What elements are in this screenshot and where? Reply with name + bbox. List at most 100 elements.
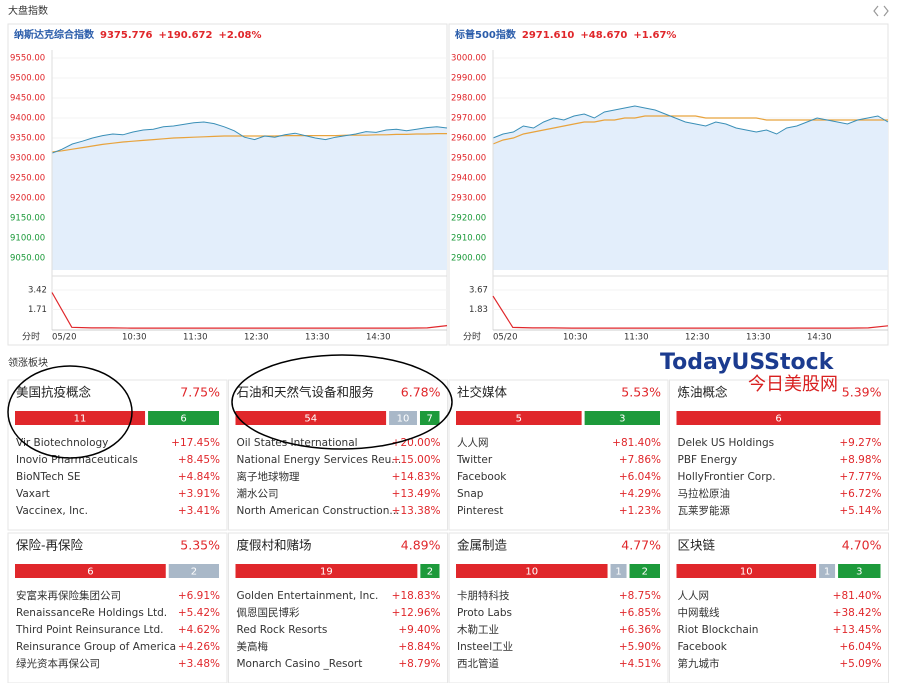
count-label: 19 xyxy=(320,567,333,578)
stock-name: Facebook xyxy=(678,641,728,653)
sector-card xyxy=(669,379,889,531)
stock-name: 潮水公司 xyxy=(237,487,279,500)
stock-pct: +81.40% xyxy=(833,590,882,602)
stock-pct: +4.84% xyxy=(178,471,220,483)
count-label: 54 xyxy=(304,414,317,425)
stock-name: Vaccinex, Inc. xyxy=(16,505,88,517)
index-name: 标普500指数 xyxy=(454,28,517,41)
sector-card xyxy=(448,532,669,683)
count-bar-down xyxy=(148,411,219,425)
sector-pct: 4.70% xyxy=(842,538,882,553)
count-label: 1 xyxy=(824,567,830,578)
sector-card xyxy=(7,532,228,683)
stock-name: 中网载线 xyxy=(678,606,720,619)
count-bar-up xyxy=(15,411,146,425)
count-label: 10 xyxy=(740,567,753,578)
stock-pct: +6.04% xyxy=(839,641,881,653)
pager-arrows[interactable] xyxy=(873,5,889,17)
sector-pct: 5.53% xyxy=(621,385,661,400)
count-label: 10 xyxy=(397,414,410,425)
stock-pct: +4.26% xyxy=(178,641,220,653)
stock-name: 卡朋特科技 xyxy=(457,589,510,602)
stock-pct: +12.96% xyxy=(392,607,441,619)
x-tick-label: 13:30 xyxy=(305,333,330,343)
stock-name: 绿光资本再保公司 xyxy=(16,657,100,670)
count-label: 3 xyxy=(619,414,625,425)
count-bar-down xyxy=(629,564,660,578)
x-tick-label: 10:30 xyxy=(122,333,147,343)
stock-name: 西北管道 xyxy=(457,657,499,670)
index-pct: +2.08% xyxy=(218,30,261,41)
y-tick-label: 9450.00 xyxy=(10,94,45,104)
volume-line xyxy=(492,295,889,329)
stock-pct: +6.04% xyxy=(619,471,661,483)
count-bar-flat xyxy=(610,564,627,578)
x-tick-label: 05/20 xyxy=(52,333,77,343)
count-label: 10 xyxy=(525,567,538,578)
stock-pct: +38.42% xyxy=(833,607,882,619)
x-tick-label: 12:30 xyxy=(244,333,269,343)
stock-name: Golden Entertainment, Inc. xyxy=(237,590,379,602)
count-label: 3 xyxy=(856,567,862,578)
stock-pct: +4.51% xyxy=(619,658,661,670)
y-tick-label: 9350.00 xyxy=(10,134,45,144)
sector-pct: 7.75% xyxy=(180,385,220,400)
x-tick-label: 11:30 xyxy=(183,333,208,343)
count-bar-up xyxy=(235,411,387,425)
vol-tick-label: 1.83 xyxy=(469,305,488,315)
stock-pct: +7.86% xyxy=(619,454,661,466)
index-change: +48.670 xyxy=(580,30,627,41)
count-label: 6 xyxy=(775,414,781,425)
sector-name: 区块链 xyxy=(678,538,716,553)
x-tick-label: 14:30 xyxy=(807,333,832,343)
y-tick-label: 9050.00 xyxy=(10,254,45,264)
stock-pct: +4.29% xyxy=(619,488,661,500)
stock-name: Delek US Holdings xyxy=(678,437,775,449)
section-title: 领涨板块 xyxy=(8,356,48,369)
vol-tick-label: 1.71 xyxy=(28,305,47,315)
count-label: 11 xyxy=(74,414,87,425)
y-tick-label: 2960.00 xyxy=(451,134,486,144)
stock-pct: +8.98% xyxy=(839,454,881,466)
stock-pct: +8.79% xyxy=(398,658,440,670)
sector-pct: 4.89% xyxy=(401,538,441,553)
sector-card xyxy=(228,379,448,531)
stock-name: Snap xyxy=(457,488,484,500)
stock-name: 瓦莱罗能源 xyxy=(678,504,731,517)
x-tick-label: 11:30 xyxy=(624,333,649,343)
stock-name: BioNTech SE xyxy=(16,471,81,483)
sector-card xyxy=(448,379,669,531)
y-tick-label: 9100.00 xyxy=(10,234,45,244)
count-label: 5 xyxy=(516,414,522,425)
stock-name: Pinterest xyxy=(457,505,503,517)
count-label: 6 xyxy=(180,414,186,425)
stock-name: Insteel工业 xyxy=(457,641,513,653)
sector-name: 美国抗疫概念 xyxy=(16,385,92,400)
y-tick-label: 9150.00 xyxy=(10,214,45,224)
y-tick-label: 9500.00 xyxy=(10,74,45,84)
stock-name: 安富来再保险集团公司 xyxy=(16,589,121,602)
index-name: 纳斯达克综合指数 xyxy=(14,28,95,41)
stock-name: 佩恩国民博彩 xyxy=(237,606,300,619)
stock-name: 美高梅 xyxy=(237,640,269,653)
count-bar-up xyxy=(456,564,608,578)
count-bar-flat xyxy=(168,564,219,578)
price-line xyxy=(51,121,448,154)
y-tick-label: 2950.00 xyxy=(451,154,486,164)
watermark: 今日美股网 xyxy=(748,374,838,395)
count-bar-up xyxy=(676,564,817,578)
sector-pct: 6.78% xyxy=(401,385,441,400)
stock-name: Inovio Pharmaceuticals xyxy=(16,454,138,466)
count-label: 1 xyxy=(615,567,621,578)
y-tick-label: 9250.00 xyxy=(10,174,45,184)
stock-name: 离子地球物理 xyxy=(237,470,300,483)
stock-name: Monarch Casino _Resort xyxy=(237,658,363,670)
sector-name: 金属制造 xyxy=(457,538,508,553)
stock-name: 人人网 xyxy=(457,437,489,449)
stock-pct: +81.40% xyxy=(612,437,661,449)
sector-pct: 5.39% xyxy=(842,385,882,400)
count-bar-up xyxy=(15,564,166,578)
annotation-circle xyxy=(7,365,133,459)
stock-pct: +7.77% xyxy=(839,471,881,483)
y-tick-label: 2970.00 xyxy=(451,114,486,124)
